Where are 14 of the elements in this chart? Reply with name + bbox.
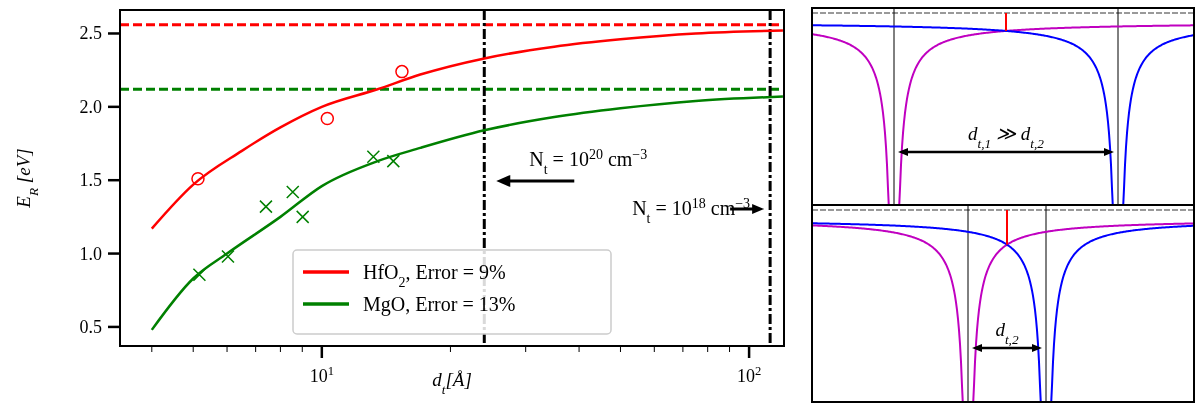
y-tick-label: 2.5 — [79, 23, 102, 44]
y-tick-label: 1.5 — [79, 170, 102, 191]
y-tick-label: 0.5 — [79, 316, 102, 337]
annotation: N$_{t}$ = 10$^{18}$ cm$^{−3}$ — [632, 195, 751, 226]
x-tick-label: 10$^{2}$ — [736, 364, 762, 386]
text: d$_{t,2}$ — [995, 319, 1019, 347]
text: d$_{t,1}$ ≫ d$_{t,2}$ — [968, 123, 1045, 151]
annotation: N$_{t}$ = 10$^{20}$ cm$^{−3}$ — [529, 146, 648, 177]
y-tick-label: 1.0 — [79, 243, 102, 264]
x-tick-label: 10$^{1}$ — [309, 364, 334, 386]
x-axis-title: d$_{t}$[Å] — [432, 369, 472, 397]
legend-label: HfO$_{2}$, Error = 9% — [363, 261, 506, 290]
legend-label: MgO, Error = 13% — [363, 293, 516, 316]
y-tick-label: 2.0 — [79, 96, 102, 117]
